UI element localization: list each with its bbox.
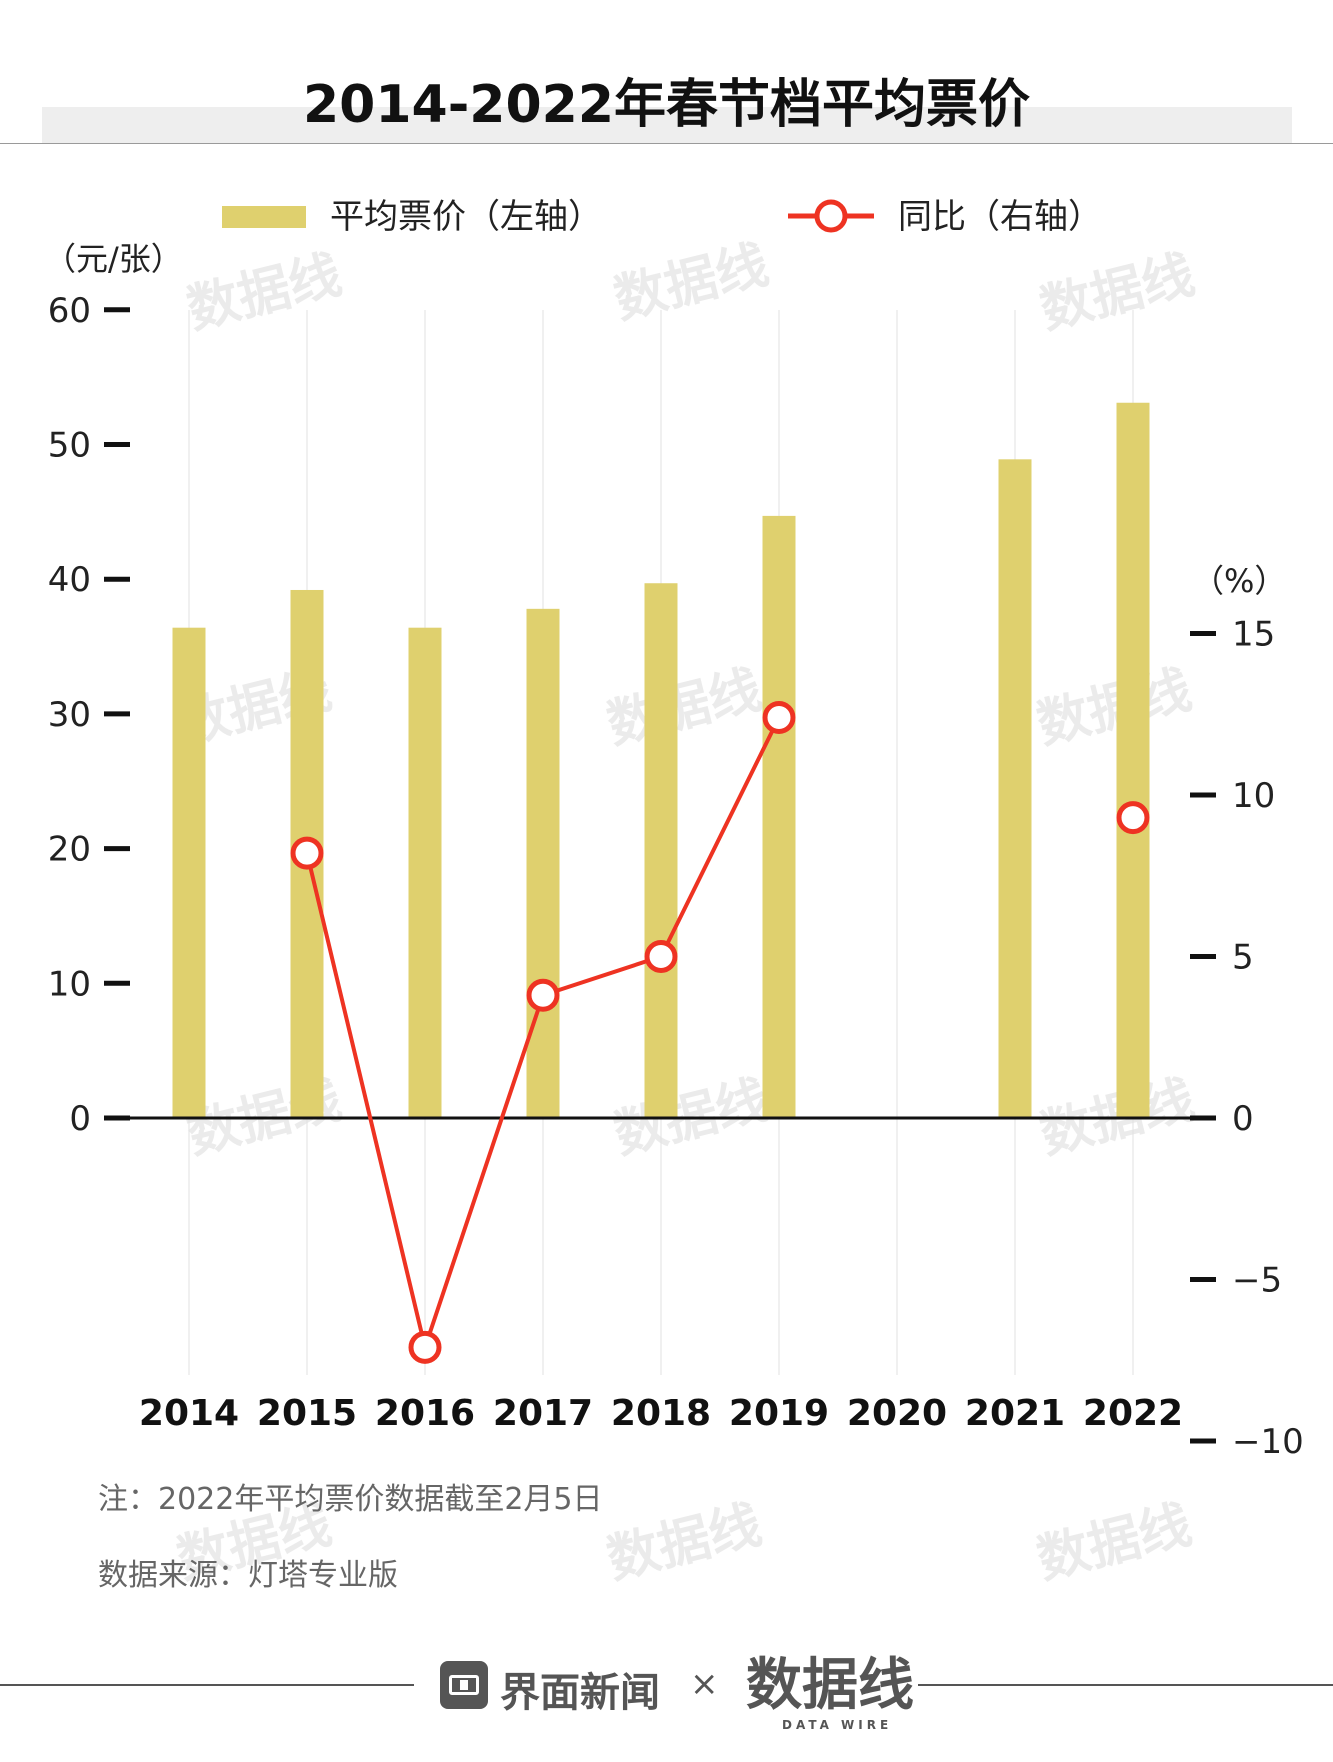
- bar-2019: [762, 515, 796, 1118]
- left-tick-label: 50: [48, 426, 91, 466]
- left-axis: 0 10 20 30 40 50 60: [48, 291, 130, 1139]
- yoy-point-2017: [526, 978, 560, 1012]
- line-series: [290, 700, 1150, 1364]
- bar-2017: [526, 608, 560, 1118]
- x-tick-label: 2022: [1083, 1393, 1183, 1434]
- bar-2016: [408, 627, 442, 1118]
- datawire-logo-sub: DATA WIRE: [782, 1718, 893, 1732]
- left-tick-label: 30: [48, 695, 91, 735]
- x-tick-label: 2016: [375, 1393, 475, 1434]
- right-tick-label: −10: [1232, 1422, 1304, 1462]
- right-tick-label: −5: [1232, 1261, 1282, 1301]
- bar-2022: [1116, 402, 1150, 1118]
- jiemian-logo-icon: [440, 1661, 488, 1709]
- datawire-logo: 数据线: [746, 1652, 914, 1718]
- x-tick-label: 2020: [847, 1393, 947, 1434]
- right-tick-label: 10: [1232, 776, 1275, 816]
- left-tick-label: 10: [48, 964, 91, 1004]
- right-tick-label: 15: [1232, 615, 1275, 655]
- right-tick-label: 5: [1232, 938, 1254, 978]
- right-axis-unit: （%）: [1192, 562, 1286, 600]
- left-tick-label: 20: [48, 830, 91, 870]
- left-axis-unit: （元/张）: [44, 240, 183, 278]
- page-title: 2014-2022年春节档平均票价: [302, 75, 1031, 135]
- yoy-point-2022: [1116, 801, 1150, 835]
- brand-name: 界面新闻: [500, 1670, 660, 1716]
- legend-line-label: 同比（右轴）: [898, 197, 1102, 237]
- bar-series: [172, 402, 1150, 1118]
- left-tick-label: 0: [69, 1099, 91, 1139]
- right-axis: −10 −5 0 5 10 15: [1190, 615, 1304, 1462]
- brand-separator: ×: [690, 1664, 719, 1704]
- x-tick-label: 2019: [729, 1393, 829, 1434]
- source-note: 数据来源：灯塔专业版: [98, 1558, 398, 1593]
- legend-bar-swatch: [222, 206, 306, 228]
- legend-line-marker: [814, 199, 848, 233]
- bar-2021: [998, 459, 1032, 1118]
- legend: 平均票价（左轴） 同比（右轴）: [222, 197, 1102, 237]
- x-tick-label: 2014: [139, 1393, 239, 1434]
- right-tick-label: 0: [1232, 1099, 1254, 1139]
- title-rule: [0, 143, 1333, 144]
- x-tick-label: 2017: [493, 1393, 593, 1434]
- x-tick-label: 2015: [257, 1393, 357, 1434]
- yoy-point-2016: [408, 1330, 442, 1364]
- yoy-point-2018: [644, 940, 678, 973]
- footer-rule-right: [918, 1684, 1333, 1686]
- yoy-point-2015: [290, 836, 324, 870]
- left-tick-label: 40: [48, 560, 91, 600]
- bar-2018: [644, 583, 678, 1118]
- legend-bar-label: 平均票价（左轴）: [330, 197, 602, 237]
- x-tick-label: 2021: [965, 1393, 1065, 1434]
- x-axis: 2014 2015 2016 2017 2018 2019 2020 2021 2022: [139, 1393, 1183, 1434]
- footer-rule-left: [0, 1684, 414, 1686]
- x-tick-label: 2018: [611, 1393, 711, 1434]
- bar-2014: [172, 627, 206, 1118]
- title-band: [42, 107, 1292, 143]
- footnote: 注：2022年平均票价数据截至2月5日: [98, 1482, 603, 1517]
- left-tick-label: 60: [48, 291, 91, 331]
- yoy-point-2019: [762, 700, 796, 734]
